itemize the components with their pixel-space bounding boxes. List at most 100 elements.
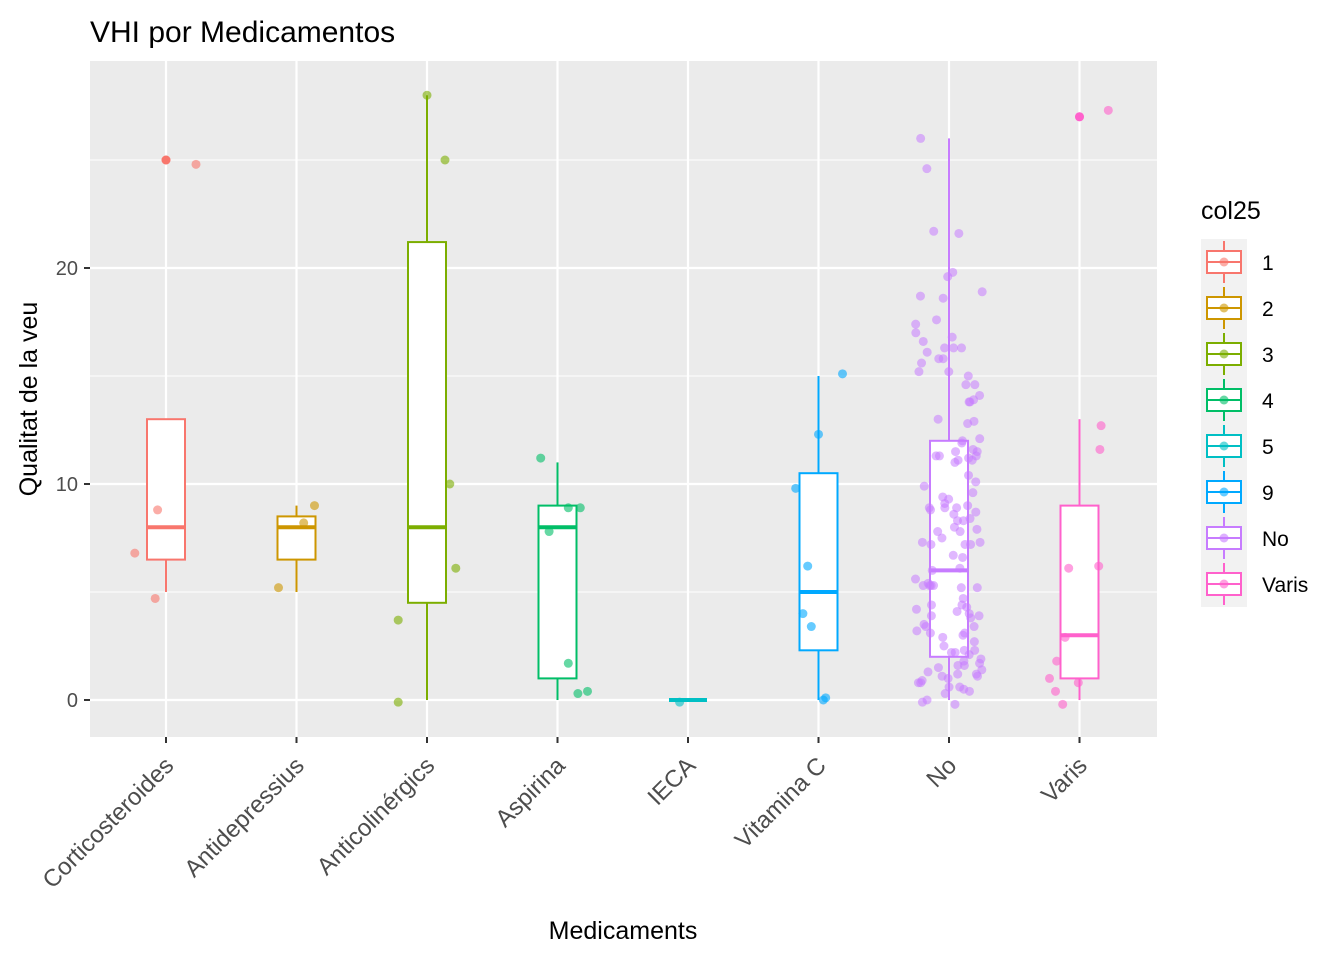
data-point <box>922 164 932 174</box>
data-point <box>536 453 546 463</box>
data-point <box>1073 678 1083 688</box>
data-point <box>1058 699 1068 709</box>
data-point <box>913 678 923 688</box>
data-point <box>957 600 967 610</box>
data-point <box>960 628 970 638</box>
data-point <box>445 479 455 489</box>
legend-entry-no: No <box>1206 517 1289 559</box>
legend-key-point <box>1219 487 1229 497</box>
data-point <box>914 367 924 377</box>
data-point <box>933 663 943 673</box>
legend-label: 3 <box>1262 344 1274 367</box>
data-point <box>1060 632 1070 642</box>
legend-entry-3: 3 <box>1206 333 1274 375</box>
data-point <box>944 367 954 377</box>
data-point <box>964 453 974 463</box>
data-point <box>803 561 813 571</box>
data-point <box>969 637 979 647</box>
data-point <box>934 354 944 364</box>
box-iqr <box>407 241 447 604</box>
data-point <box>957 438 967 448</box>
data-point <box>963 501 973 511</box>
data-point <box>956 583 966 593</box>
box-iqr <box>1059 504 1100 680</box>
data-point <box>310 501 319 511</box>
legend-title: col25 <box>1201 197 1261 225</box>
data-point <box>958 552 968 562</box>
x-tick-label-ieca: IECA <box>643 752 702 811</box>
data-point <box>959 684 969 694</box>
legend-key-point <box>1219 441 1229 451</box>
data-point <box>970 380 980 390</box>
data-point <box>963 371 973 381</box>
data-point <box>1064 563 1074 573</box>
data-point <box>948 550 958 560</box>
plot-panel <box>90 61 1157 737</box>
data-point <box>972 583 982 593</box>
data-point <box>953 660 963 670</box>
data-point <box>922 347 932 357</box>
data-point <box>939 641 949 651</box>
data-point <box>912 626 922 636</box>
data-point <box>916 133 926 143</box>
data-point <box>911 604 921 614</box>
data-point <box>971 477 981 487</box>
data-point <box>968 488 978 498</box>
data-point <box>563 658 573 668</box>
data-point <box>953 669 963 679</box>
data-point <box>938 492 948 502</box>
data-point <box>1095 444 1105 454</box>
data-point <box>1094 561 1104 571</box>
data-point <box>814 429 823 439</box>
data-point <box>915 291 925 301</box>
data-point <box>1103 105 1113 115</box>
data-point <box>931 451 941 461</box>
data-point <box>130 548 140 558</box>
data-point <box>451 563 461 573</box>
data-point <box>1045 673 1054 683</box>
legend-label: 1 <box>1262 252 1274 275</box>
box-corticosteroides <box>146 155 186 592</box>
data-point <box>952 503 962 513</box>
box-iqr <box>537 504 578 680</box>
legend-entry-5: 5 <box>1206 425 1274 467</box>
data-point <box>299 518 309 528</box>
data-point <box>925 628 935 638</box>
data-point <box>575 503 585 513</box>
data-point <box>911 328 921 338</box>
legend-key-point <box>1219 349 1229 359</box>
data-point <box>975 434 985 444</box>
data-point <box>927 565 937 575</box>
y-axis-title: Qualitat de la veu <box>15 302 43 497</box>
data-point <box>1096 421 1106 431</box>
data-point <box>926 611 936 621</box>
y-tick-label: 0 <box>67 690 78 712</box>
data-point <box>1052 656 1062 666</box>
data-point <box>910 574 920 584</box>
x-tick-label-no: No <box>921 752 962 793</box>
box-antidepressius <box>276 505 317 592</box>
legend-label: 4 <box>1262 390 1274 413</box>
x-tick-label-antidepressius: Antidepressius <box>179 752 309 882</box>
legend-key-point <box>1219 303 1229 313</box>
data-point <box>191 159 201 169</box>
data-point <box>947 332 957 342</box>
data-point <box>422 90 432 100</box>
legend-label: Varis <box>1262 574 1308 597</box>
data-point <box>161 155 171 165</box>
jitter-points <box>130 90 1113 709</box>
x-tick-label-corticosteroides: Corticosteroides <box>38 752 180 894</box>
data-point <box>393 615 403 625</box>
y-axis: 0 10 20 <box>56 258 90 712</box>
data-point <box>932 315 942 325</box>
data-point <box>950 457 960 467</box>
data-point <box>949 522 959 532</box>
data-point <box>544 527 554 537</box>
box-iqr <box>276 515 317 561</box>
data-point <box>926 505 936 515</box>
data-point <box>929 226 939 236</box>
legend-entry-varis: Varis <box>1206 563 1308 605</box>
data-point <box>926 539 936 549</box>
data-point <box>972 524 982 534</box>
data-point <box>963 419 973 429</box>
